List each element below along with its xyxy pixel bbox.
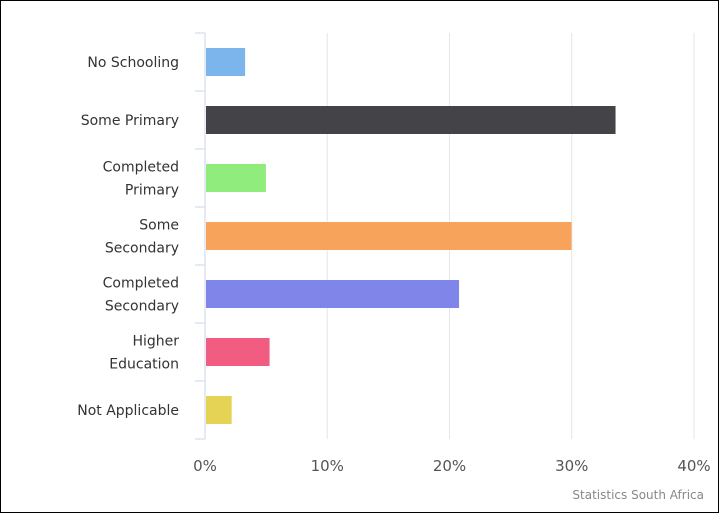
category-label: Education bbox=[109, 357, 179, 373]
x-tick-label: 30% bbox=[555, 457, 588, 475]
bar-some-primary bbox=[206, 106, 616, 134]
category-label: Some Primary bbox=[81, 113, 179, 129]
category-labels: No Schooling Some Primary Completed Primary… bbox=[77, 55, 179, 419]
x-tick-label: 20% bbox=[433, 457, 466, 475]
category-label: Completed bbox=[103, 276, 179, 292]
x-tick-label: 0% bbox=[193, 457, 217, 475]
bar-completed-primary bbox=[206, 164, 266, 192]
x-axis-tick-labels: 0% 10% 20% 30% 40% bbox=[193, 457, 711, 475]
bar-completed-secondary bbox=[206, 280, 459, 308]
x-tick-label: 40% bbox=[677, 457, 710, 475]
x-tick-label: 10% bbox=[311, 457, 344, 475]
bar-higher-education bbox=[206, 338, 270, 366]
category-axis-ticks bbox=[195, 33, 205, 439]
category-label: Higher bbox=[132, 334, 179, 350]
credit-text: Statistics South Africa bbox=[572, 488, 704, 502]
category-label: No Schooling bbox=[87, 55, 179, 71]
category-label: Secondary bbox=[105, 241, 179, 257]
category-label: Some bbox=[139, 218, 179, 234]
bars-group bbox=[206, 48, 616, 424]
category-label: Completed bbox=[103, 160, 179, 176]
category-label: Not Applicable bbox=[77, 403, 179, 419]
bar-no-schooling bbox=[206, 48, 245, 76]
bar-not-applicable bbox=[206, 396, 232, 424]
category-label: Secondary bbox=[105, 299, 179, 315]
category-label: Primary bbox=[125, 183, 179, 199]
bar-some-secondary bbox=[206, 222, 572, 250]
